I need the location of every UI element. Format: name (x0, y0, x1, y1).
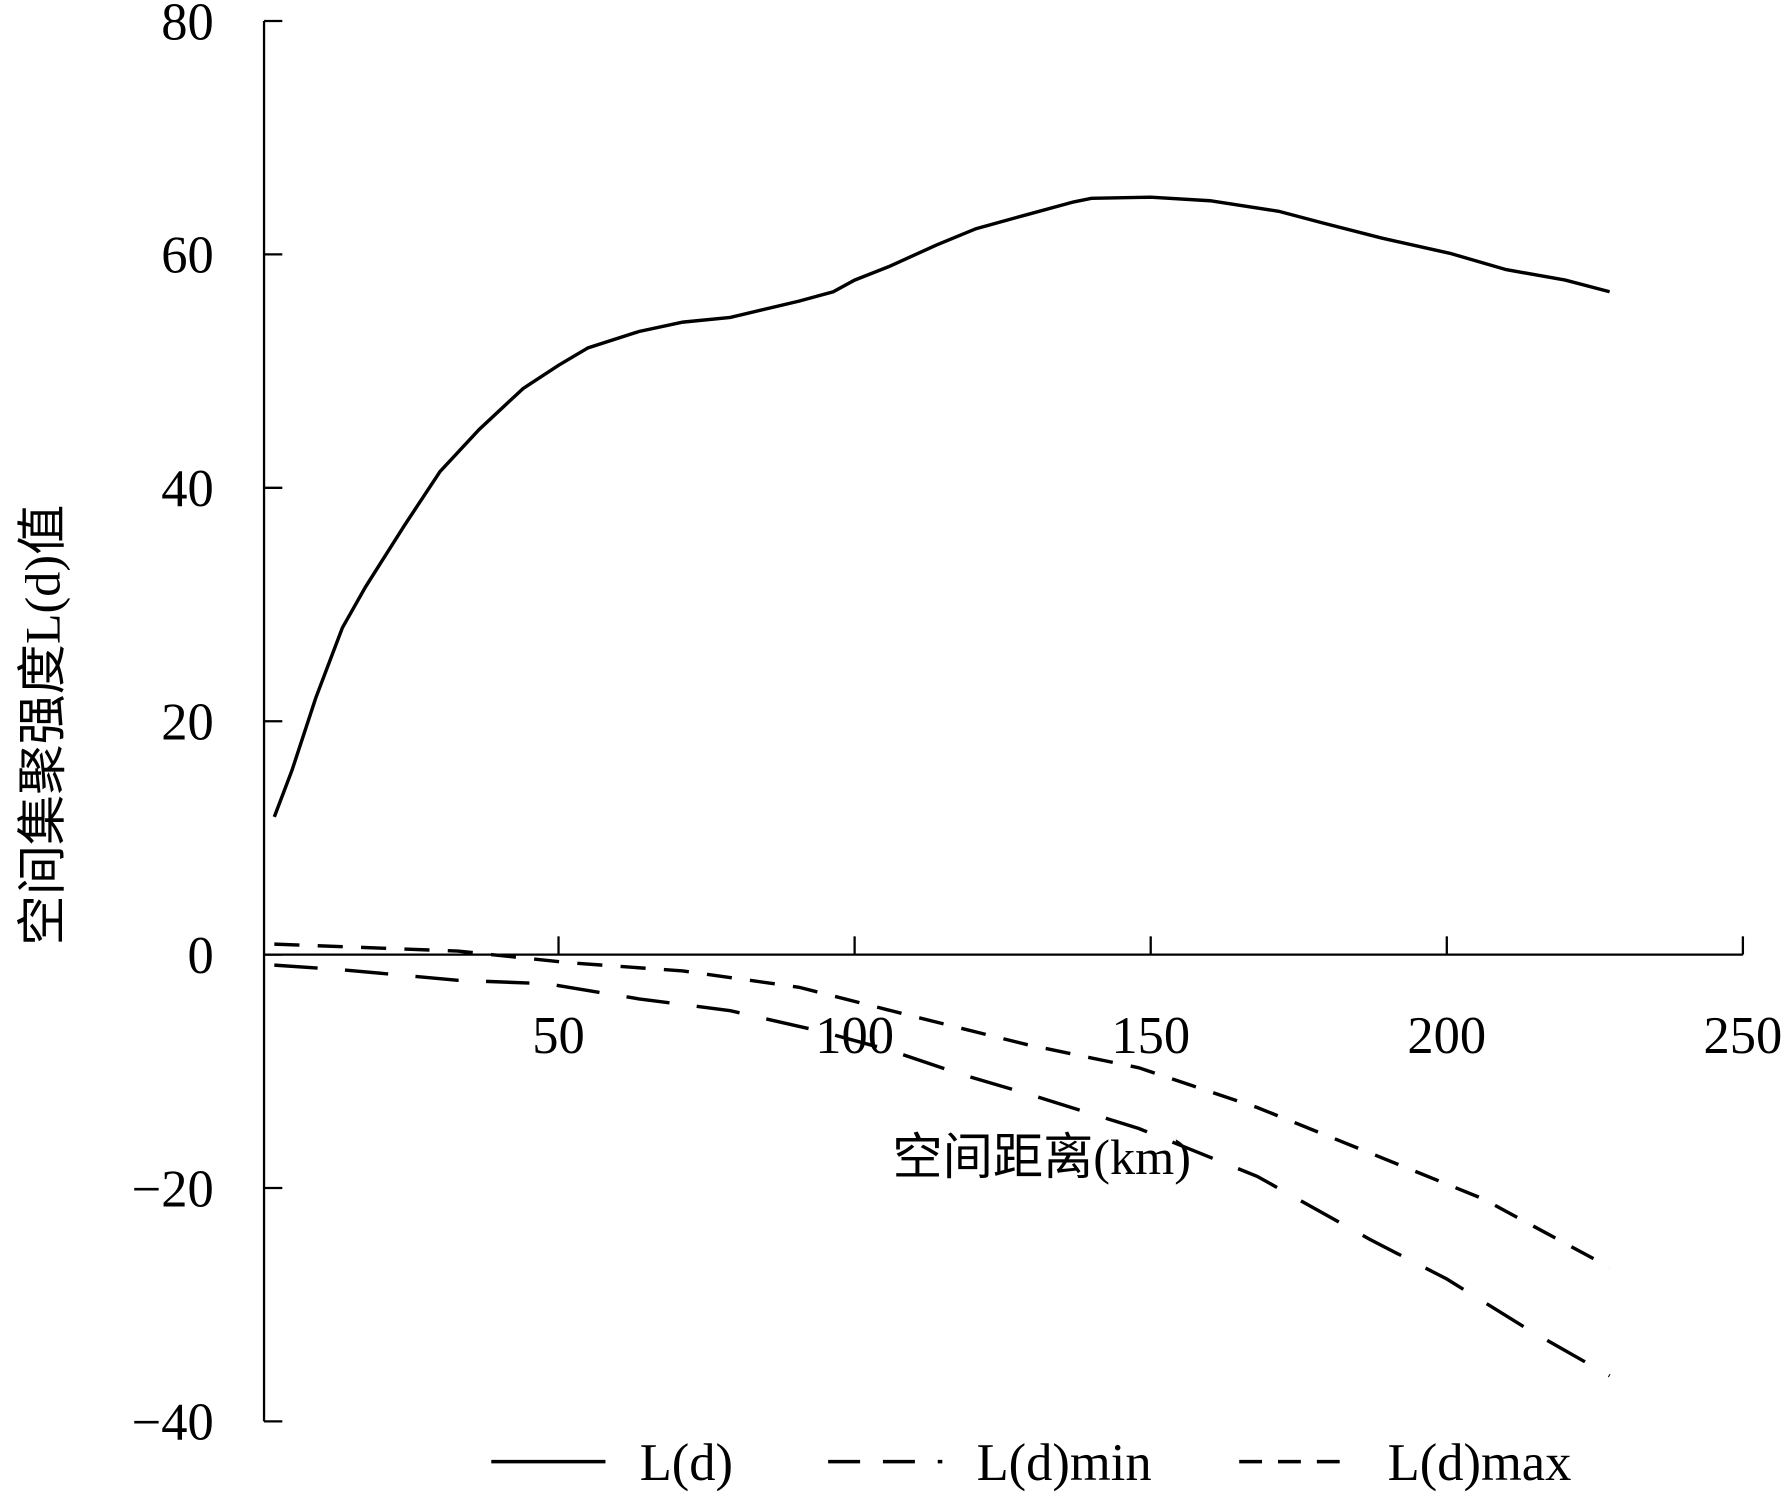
x-tick-label: 200 (1407, 1007, 1486, 1065)
series-lines (272, 195, 1611, 1378)
legend-label: L(d) (640, 1434, 733, 1492)
y-tick-label: 20 (161, 693, 214, 751)
x-axis-label: 空间距离(km) (892, 1129, 1191, 1185)
y-tick-label: 80 (161, 0, 214, 51)
x-tick-label: 150 (1111, 1007, 1190, 1065)
series-line-ldmax (274, 942, 1611, 1269)
series-line-ldmin (274, 963, 1611, 1378)
y-axis-label: 空间集聚强度L(d)值 (15, 505, 71, 946)
x-tick-label: 250 (1703, 1007, 1782, 1065)
series-line-ld (272, 195, 1611, 818)
y-tick-label: −40 (132, 1394, 214, 1452)
x-tick-label: 100 (815, 1007, 894, 1065)
legend: L(d) L(d)min L(d)max (491, 1434, 1571, 1492)
y-tick-label: −20 (132, 1160, 214, 1218)
y-tick-label: 60 (161, 227, 214, 285)
x-tick-label: 50 (532, 1007, 585, 1065)
y-tick-label: 40 (161, 460, 214, 518)
legend-label: L(d)max (1388, 1434, 1572, 1492)
legend-label: L(d)min (977, 1434, 1152, 1492)
y-tick-label: 0 (188, 927, 214, 985)
